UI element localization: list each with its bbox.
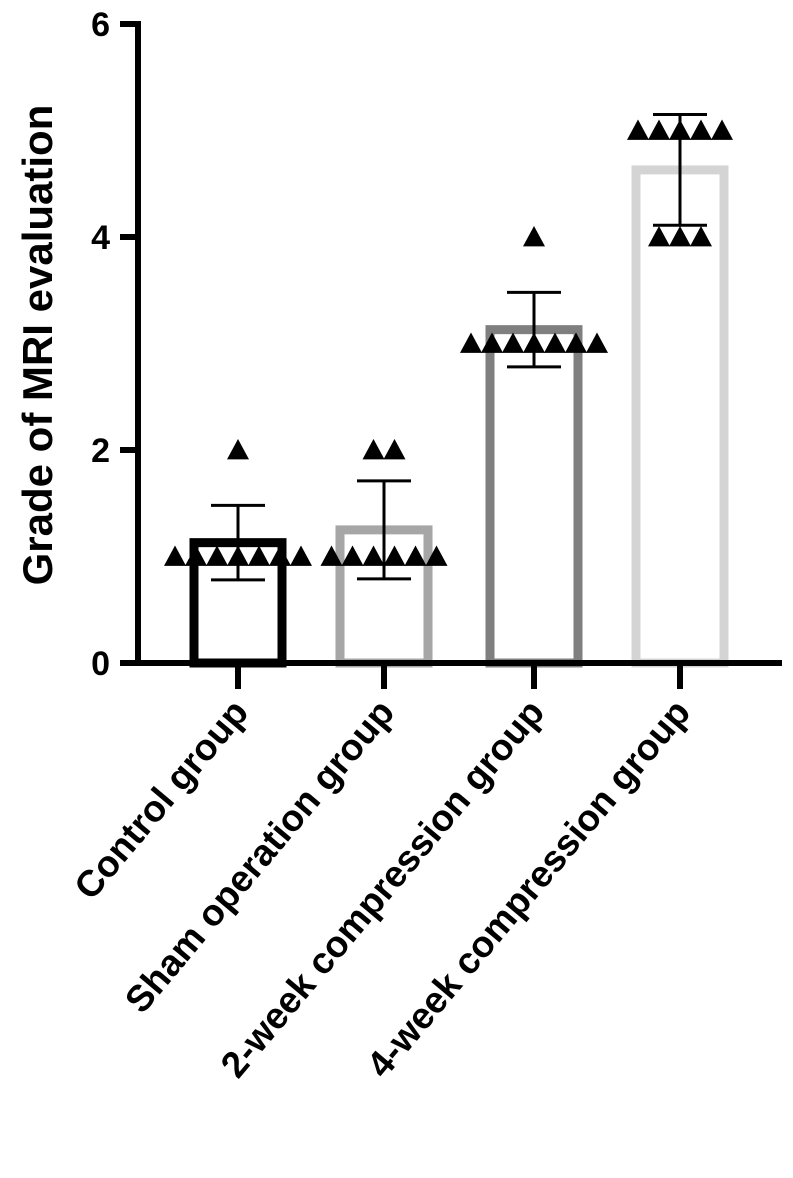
data-point <box>544 332 566 353</box>
data-point <box>565 332 587 353</box>
data-point <box>362 439 385 460</box>
data-point <box>523 226 545 247</box>
data-point <box>648 226 670 247</box>
y-tick-label: 6 <box>91 6 110 44</box>
data-point <box>425 545 448 566</box>
data-point <box>362 545 385 566</box>
category-label: 4-week compression group <box>359 692 698 1085</box>
y-tick-label: 0 <box>91 645 110 683</box>
data-point <box>586 332 608 353</box>
data-point <box>383 545 406 566</box>
data-point <box>248 545 270 566</box>
data-point <box>404 545 427 566</box>
data-point <box>269 545 291 566</box>
data-point <box>711 119 733 140</box>
data-point <box>320 545 343 566</box>
data-point <box>341 545 364 566</box>
data-point <box>383 439 406 460</box>
data-point <box>164 545 186 566</box>
data-point <box>460 332 482 353</box>
data-point <box>290 545 312 566</box>
data-point <box>481 332 503 353</box>
bar-3 <box>485 325 583 668</box>
y-tick-label: 2 <box>91 432 110 470</box>
category-label: Sham operation group <box>117 692 402 1021</box>
data-point <box>227 439 249 460</box>
data-point <box>669 226 691 247</box>
data-point <box>206 545 228 566</box>
data-point <box>627 119 649 140</box>
data-point <box>690 119 712 140</box>
y-axis-title: Grade of MRI evaluation <box>14 105 61 586</box>
data-point <box>502 332 524 353</box>
data-point <box>185 545 207 566</box>
data-point <box>648 119 670 140</box>
y-tick-label: 4 <box>91 219 110 257</box>
data-point <box>690 226 712 247</box>
